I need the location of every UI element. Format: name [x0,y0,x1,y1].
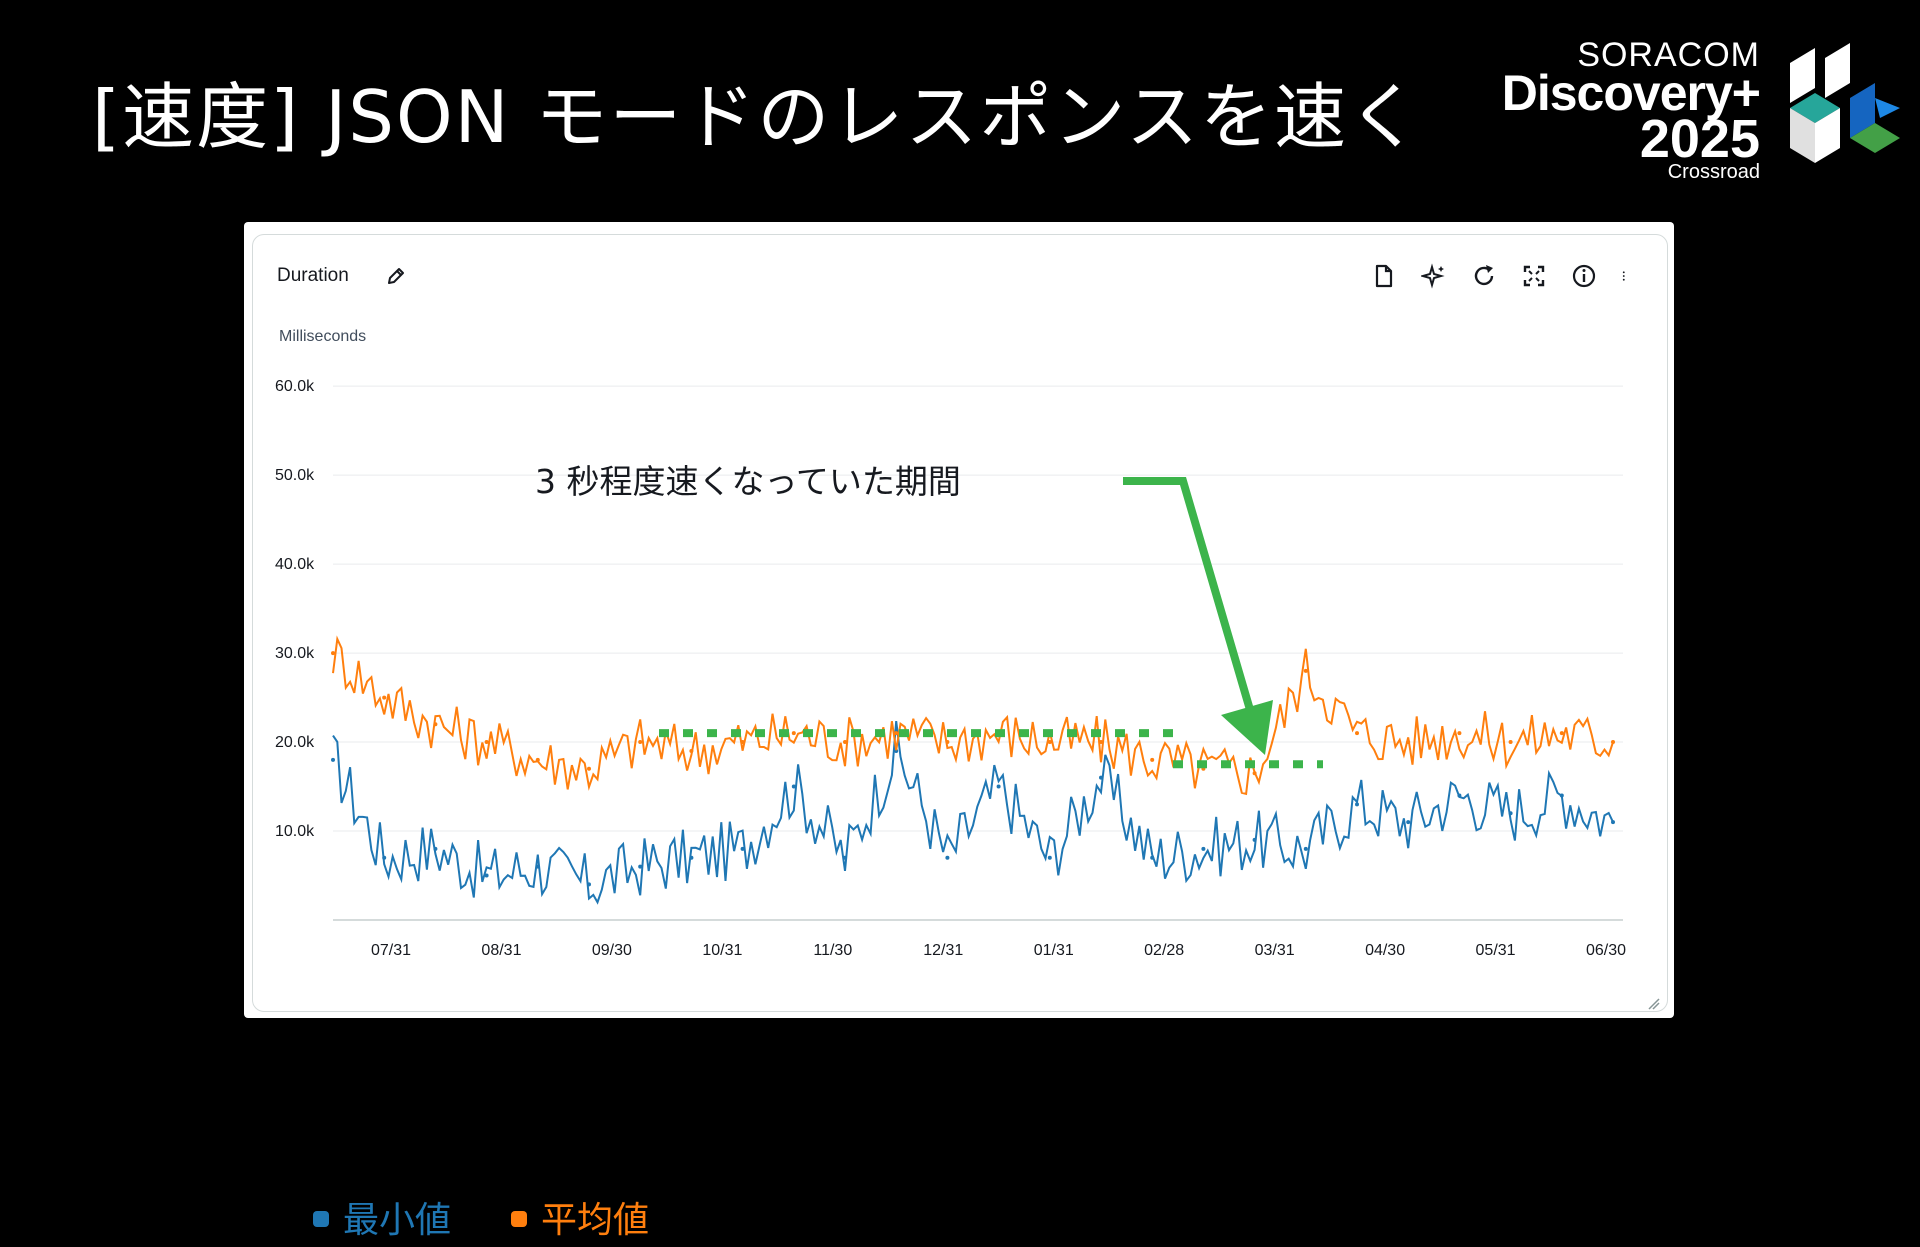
brand-subtitle: Crossroad [1667,161,1760,183]
data-point-avg [433,722,438,727]
data-point-min [1457,793,1462,798]
edit-pencil-icon[interactable] [385,265,407,287]
data-point-avg [484,740,489,745]
chart-legend: 最小値 平均値 [313,1200,649,1241]
chart-widget: Duration [252,234,1668,1241]
y-tick-label: 30.0k [275,645,315,662]
more-vertical-icon[interactable] [1621,263,1633,289]
x-tick-label: 10/31 [702,942,742,959]
data-point-avg [1457,731,1462,736]
data-point-min [1508,811,1513,816]
data-point-avg [1406,740,1411,745]
x-tick-label: 08/31 [481,942,521,959]
data-point-avg [689,748,694,753]
data-point-avg [382,695,387,700]
brand-discovery: Discovery+ [1501,65,1761,121]
legend-label-avg: 平均値 [541,1200,649,1241]
data-point-min [1047,855,1052,860]
x-tick-label: 11/30 [813,942,852,959]
data-point-avg [638,740,643,745]
panel-toolbar [1371,263,1633,289]
data-point-min [382,855,387,860]
data-point-min [945,855,950,860]
brand-soracom: SORACOM [1577,36,1760,74]
data-point-min [587,882,591,887]
data-point-avg [1303,668,1308,673]
x-tick-label: 03/31 [1255,942,1295,959]
data-point-avg [1508,740,1513,745]
y-tick-label: 20.0k [275,734,315,751]
data-point-min [1559,793,1564,798]
x-tick-label: 09/30 [592,942,632,959]
annotation-arrow-line [1123,477,1257,722]
data-point-min [996,784,1001,789]
y-tick-label: 50.0k [275,467,315,484]
data-point-avg [945,740,950,745]
x-tick-label: 07/31 [371,942,411,959]
cube-logo-icon [1790,43,1900,163]
slide-title: [速度] JSON モードのレスポンスを速く [92,75,1422,159]
y-axis-label: Milliseconds [279,328,366,345]
data-point-min [1355,802,1359,807]
x-tick-label: 02/28 [1144,942,1184,959]
data-point-avg [1611,740,1615,745]
data-point-min [689,855,694,860]
data-point-avg [843,740,847,745]
data-point-avg [535,757,540,762]
data-point-min [1201,846,1206,851]
annotation-text: 3 秒程度速くなっていた期間 [535,462,961,501]
duration-line-chart: Milliseconds 10.0k 20.0k 30.0k 40.0k 50.0k 60.… [275,328,1660,1010]
legend-swatch-min [313,1211,329,1227]
data-point-avg [1252,771,1257,776]
series-line-min [332,720,1614,905]
data-point-avg [1099,740,1103,745]
data-point-min [638,864,643,869]
brand-year: 2025 [1639,109,1760,169]
data-point-avg [1047,740,1052,745]
data-point-min [1611,820,1615,825]
data-point-min [484,873,489,878]
legend-label-min: 最小値 [343,1200,451,1241]
data-point-min [1406,820,1411,825]
data-point-avg [331,651,335,656]
y-tick-label: 40.0k [275,556,315,573]
series-line-avg [332,635,1614,796]
data-point-avg [791,731,796,736]
document-icon[interactable] [1371,263,1397,289]
data-point-min [791,784,796,789]
data-point-avg [1559,731,1564,736]
info-icon[interactable] [1571,263,1597,289]
y-tick-label: 60.0k [275,378,315,395]
y-tick-label: 10.0k [275,823,315,840]
legend-swatch-avg [511,1211,527,1227]
data-point-avg [587,766,591,771]
refresh-icon[interactable] [1471,263,1497,289]
x-tick-label: 04/30 [1365,942,1405,959]
data-point-min [1252,837,1257,842]
data-point-avg [740,740,745,745]
data-point-min [843,855,847,860]
data-point-min [740,846,745,851]
x-tick-label: 12/31 [923,942,963,959]
data-point-avg [894,731,899,736]
data-point-min [331,757,335,762]
data-point-min [1303,846,1308,851]
data-point-avg [1355,731,1359,736]
data-point-min [1150,855,1155,860]
x-tick-label: 06/30 [1586,942,1626,959]
data-point-min [433,846,438,851]
resize-handle-icon [1648,998,1660,1010]
brand-logo: SORACOM Discovery+ 2025 Crossroad [1490,30,1910,182]
data-point-min [1099,775,1103,780]
x-tick-label: 01/31 [1034,942,1074,959]
panel-title: Duration [277,265,349,286]
data-point-min [535,864,540,869]
x-tick-label: 05/31 [1476,942,1516,959]
annotation-arrowhead [1221,700,1273,755]
chart-panel: Duration [244,222,1674,1241]
data-point-avg [1150,757,1155,762]
fullscreen-icon[interactable] [1521,263,1547,289]
sparkle-icon[interactable] [1421,263,1447,289]
